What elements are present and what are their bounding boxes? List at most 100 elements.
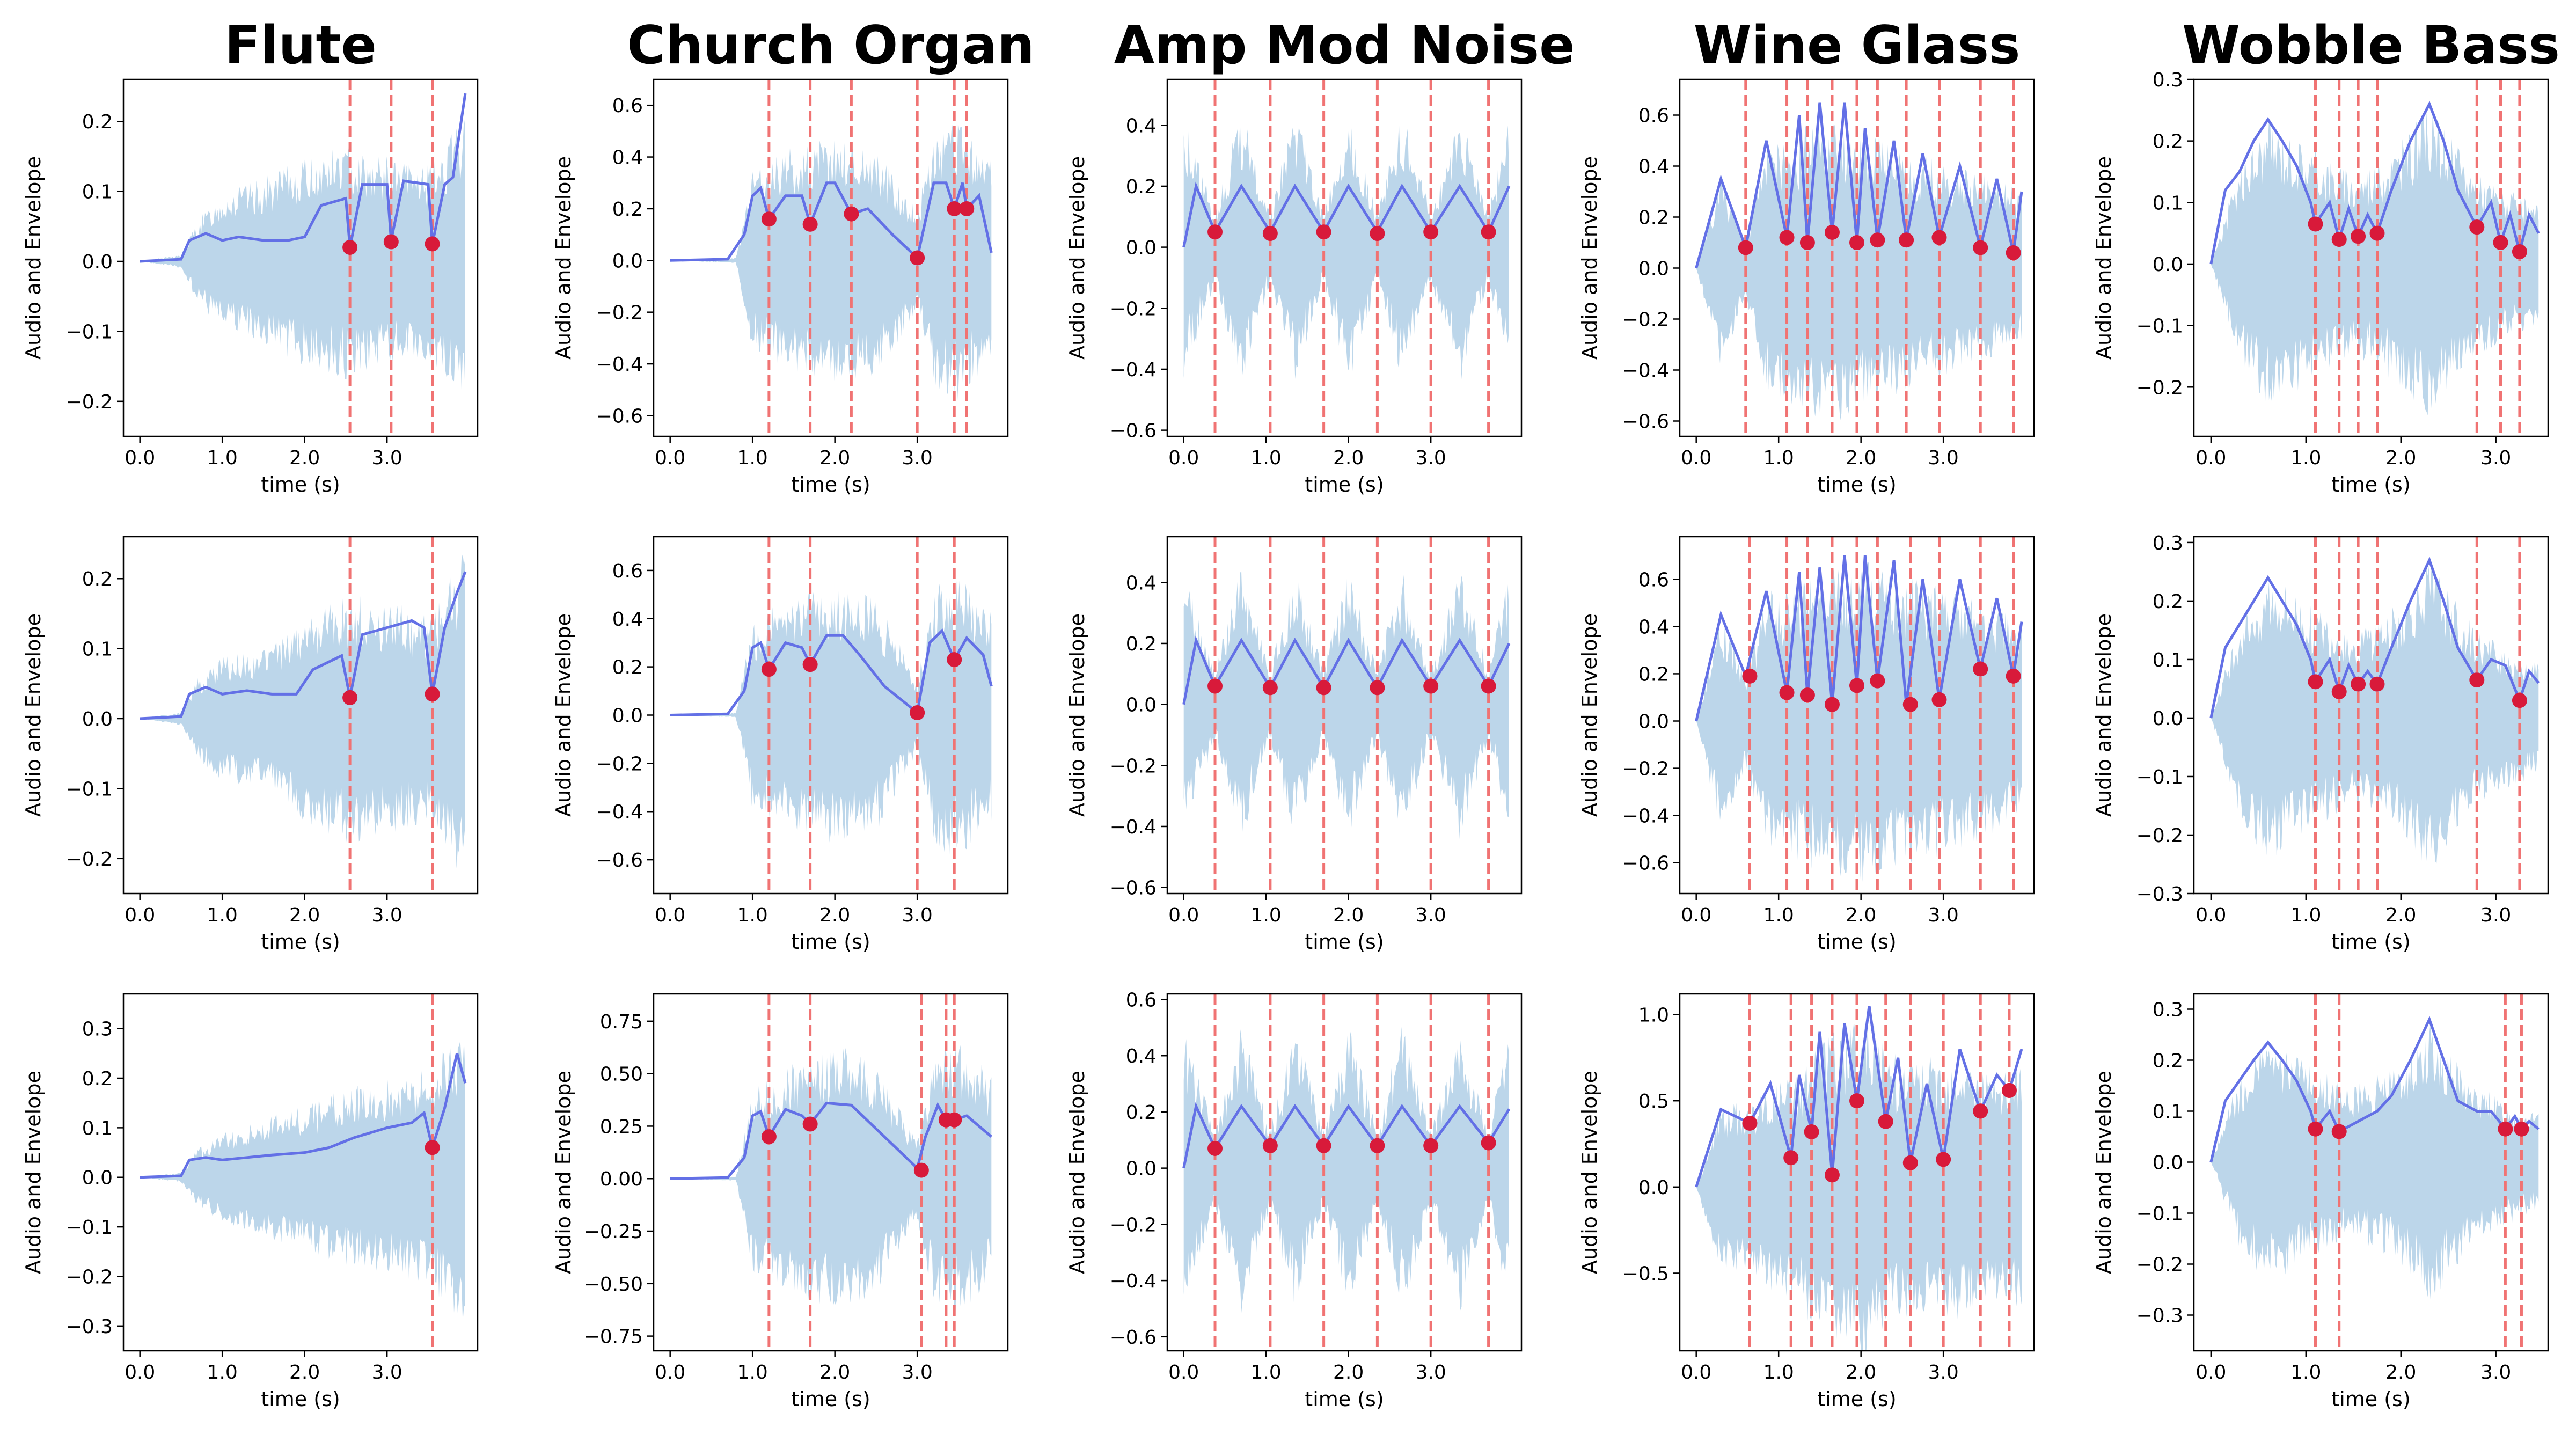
y-tick-label-7: 0.3: [2153, 532, 2183, 554]
x-tick-label-3.0: 3.0: [1416, 1362, 1446, 1384]
y-tick-label-4: 0.0: [2153, 708, 2183, 730]
onset-marker-4: [1824, 1167, 1840, 1183]
onset-marker-1: [1742, 1115, 1758, 1131]
axes-frame: [2193, 993, 2549, 1352]
onset-marker-9: [1973, 1103, 1988, 1119]
y-tick-label-3: −0.1: [66, 1217, 113, 1239]
x-tick-label-2.0: 2.0: [819, 447, 850, 469]
y-tick-label-6: 0.4: [1638, 616, 1669, 638]
y-tick-label-2: −0.4: [596, 354, 643, 376]
x-tick-label-0.0: 0.0: [2196, 904, 2226, 926]
x-tick-label-2.0: 2.0: [289, 904, 320, 926]
x-tick-label-1.0: 1.0: [207, 1362, 238, 1384]
onset-marker-1: [1208, 224, 1223, 240]
x-tick-label-1.0: 1.0: [2290, 904, 2321, 926]
onset-marker-1: [2308, 216, 2323, 232]
y-axis-label: Audio and Envelope: [2092, 156, 2116, 360]
onset-marker-2: [1262, 680, 1278, 696]
y-tick-label-4: 0.0: [1638, 711, 1669, 733]
x-tick-label-1.0: 1.0: [1763, 447, 1794, 469]
y-tick-label-1: −0.6: [1110, 1327, 1157, 1349]
waveform-fill: [140, 1039, 465, 1322]
x-tick-label-1.0: 1.0: [737, 447, 768, 469]
subplot-r1-c1: 0.0 1.0 2.0 3.0 −0.2 −0.1 0.0 0.1 0.2 time (s) Aud…: [21, 15, 479, 496]
onset-marker-2: [802, 216, 818, 232]
col-title-wine-glass: Wine Glass: [1694, 15, 2021, 76]
y-tick-label-5: 0.1: [82, 1117, 113, 1139]
x-tick-label-1.0: 1.0: [737, 1362, 768, 1384]
onset-marker-3: [1799, 687, 1815, 703]
x-tick-label-2.0: 2.0: [1333, 904, 1364, 926]
y-tick-label-7: 0.75: [600, 1011, 643, 1033]
y-axis-label: Audio and Envelope: [21, 156, 45, 360]
y-tick-label-2: −0.2: [2136, 1254, 2183, 1276]
y-axis-label: Audio and Envelope: [1578, 1071, 1601, 1274]
y-tick-label-4: 0.0: [1126, 237, 1157, 259]
y-tick-label-5: 0.2: [612, 657, 643, 679]
x-axis-label: time (s): [1305, 473, 1384, 496]
col-title-amp-mod-noise: Amp Mod Noise: [1114, 15, 1575, 76]
y-axis-label: Audio and Envelope: [552, 156, 575, 360]
subplot-r1-c5: 0.0 1.0 2.0 3.0 −0.2 −0.1 0.0 0.1 0.2 0.3 time (s)…: [2092, 15, 2560, 496]
x-tick-label-2.0: 2.0: [1333, 447, 1364, 469]
y-tick-label-5: 0.2: [1638, 207, 1669, 229]
x-tick-label-1.0: 1.0: [1763, 904, 1794, 926]
x-axis-label: time (s): [261, 1387, 340, 1411]
plot-area: [140, 994, 467, 1351]
onset-marker-1: [1208, 1140, 1223, 1156]
y-axis-label: Audio and Envelope: [21, 613, 45, 817]
y-tick-label-2: −0.4: [1622, 360, 1669, 382]
y-tick-label-2: −0.4: [1110, 816, 1157, 838]
onset-marker-3: [1804, 1124, 1819, 1140]
subplot-r2-c5: 0.0 1.0 2.0 3.0 −0.3 −0.2 −0.1 0.0 0.1 0.2 0.3 time…: [2092, 532, 2549, 954]
x-tick-label-3.0: 3.0: [1416, 904, 1446, 926]
waveform-fill: [1183, 571, 1509, 842]
onset-marker-5: [1423, 678, 1439, 694]
envelope-line: [1182, 1102, 1511, 1169]
plot-area: [1695, 79, 2023, 436]
y-tick-label-1: −0.6: [1622, 411, 1669, 433]
y-tick-label-3: −0.2: [1110, 1214, 1157, 1236]
y-axis-label: Audio and Envelope: [1578, 156, 1601, 360]
y-tick-label-3: 0.0: [82, 251, 113, 273]
y-tick-label-7: 0.3: [2153, 999, 2183, 1021]
subplot-r2-c2: 0.0 1.0 2.0 3.0 −0.6 −0.4 −0.2 0.0 0.2 0.4 0.6 time…: [552, 536, 1009, 954]
y-tick-label-2: −0.4: [1110, 1270, 1157, 1292]
subplot-r3-c2: 0.0 1.0 2.0 3.0 −0.75 −0.50 −0.25 0.00 0.25 0.50 0…: [552, 993, 1009, 1411]
axes-frame: [122, 993, 479, 1352]
onset-marker-5: [2469, 219, 2485, 235]
onset-marker-2: [2331, 232, 2347, 247]
y-tick-label-1: −0.6: [1110, 877, 1157, 899]
onset-marker-3: [2351, 229, 2366, 244]
waveform-fill: [1696, 561, 2022, 882]
y-tick-label-3: −0.25: [584, 1221, 643, 1243]
x-tick-label-2.0: 2.0: [1333, 1362, 1364, 1384]
y-axis-label: Audio and Envelope: [2092, 613, 2116, 817]
envelope-line: [2209, 556, 2540, 719]
y-tick-label-1: −0.2: [66, 391, 113, 413]
x-tick-label-3.0: 3.0: [2480, 447, 2511, 469]
onset-marker-2: [1262, 226, 1278, 241]
axes-frame: [1166, 78, 1523, 437]
x-axis-label: time (s): [1305, 930, 1384, 954]
x-tick-label-3.0: 3.0: [2480, 1362, 2511, 1384]
y-tick-label-6: 0.3: [2153, 69, 2183, 91]
onset-marker-3: [425, 236, 440, 252]
x-tick-label-0.0: 0.0: [125, 1362, 155, 1384]
onset-marker-1: [1208, 678, 1223, 694]
x-tick-label-0.0: 0.0: [1168, 1362, 1199, 1384]
y-tick-label-4: 0.0: [1638, 258, 1669, 280]
x-tick-label-1.0: 1.0: [1251, 1362, 1282, 1384]
y-tick-label-2: −0.1: [2136, 316, 2183, 338]
onset-marker-1: [761, 662, 777, 677]
onset-marker-1: [425, 1140, 440, 1155]
onset-marker-5: [1423, 224, 1439, 240]
y-tick-label-2: −0.4: [1622, 806, 1669, 828]
x-axis-label: time (s): [1817, 1387, 1896, 1411]
onset-marker-6: [2512, 693, 2527, 708]
onset-marker-5: [1849, 678, 1864, 693]
plot-area: [670, 537, 993, 894]
y-tick-label-6: 0.4: [1126, 572, 1157, 594]
onset-marker-5: [2469, 672, 2485, 688]
